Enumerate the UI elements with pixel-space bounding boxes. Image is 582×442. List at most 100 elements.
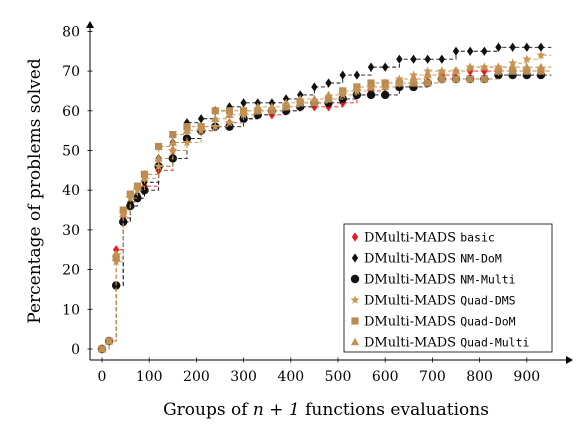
legend-label-code: Quad-DMS <box>460 294 515 308</box>
legend-label-code: Quad-DoM <box>460 315 515 329</box>
data-point-Quad-Multi <box>352 82 362 91</box>
data-point-Quad-Multi <box>381 82 390 91</box>
data-point-Quad-DMS <box>423 66 433 75</box>
data-point-Quad-Multi <box>324 90 333 99</box>
data-point-Quad-Multi <box>111 249 121 257</box>
data-point-Quad-DoM <box>268 107 276 115</box>
data-point-Quad-Multi <box>267 102 277 111</box>
x-tick-label: 400 <box>277 369 304 385</box>
data-point-Quad-DoM <box>452 75 460 83</box>
data-point-Quad-Multi <box>451 66 461 75</box>
data-point-Quad-DMS <box>210 121 220 131</box>
y-tick-label: 30 <box>62 223 80 239</box>
legend-item-Quad-Multi: DMulti-MADS Quad-Multi <box>350 336 530 351</box>
data-point-Quad-Multi <box>494 62 503 71</box>
data-point-NM-Multi <box>381 90 390 100</box>
data-point-Quad-Multi <box>409 74 418 83</box>
data-point-Quad-DoM <box>155 142 163 151</box>
data-point-Quad-Multi <box>253 102 262 111</box>
data-point-NM-DoM <box>382 62 389 72</box>
data-point-Quad-Multi <box>395 78 404 87</box>
data-point-NM-DoM <box>481 46 488 56</box>
data-point-NM-DoM <box>396 54 403 64</box>
data-point-Quad-Multi <box>508 62 517 71</box>
x-tick-label: 200 <box>183 369 210 385</box>
data-point-NM-DoM <box>452 46 460 56</box>
y-tick-label: 20 <box>62 263 80 279</box>
data-point-Quad-Multi <box>97 344 107 353</box>
legend-label: DMulti-MADS basic <box>364 231 495 246</box>
data-point-Quad-DMS <box>536 50 546 60</box>
data-point-NM-DoM <box>509 42 516 52</box>
data-point-Quad-DoM <box>480 75 488 83</box>
data-point-Quad-Multi <box>239 106 248 114</box>
data-point-Quad-DoM <box>409 79 418 87</box>
data-point-NM-Multi <box>119 217 128 227</box>
x-axis-arrow <box>566 356 573 364</box>
y-tick-label: 60 <box>62 104 80 120</box>
data-point-Quad-Multi <box>437 66 447 75</box>
data-point-Quad-Multi <box>423 70 432 79</box>
y-tick-label: 40 <box>62 183 80 199</box>
data-point-Quad-DoM <box>466 75 474 83</box>
data-point-NM-Multi <box>111 281 121 290</box>
y-tick-label: 80 <box>62 24 80 40</box>
legend-label: DMulti-MADS NM-Multi <box>364 273 516 288</box>
data-point-Quad-Multi <box>211 114 220 122</box>
legend-label-code: basic <box>460 231 495 245</box>
legend-marker-Quad-Multi <box>350 337 360 346</box>
y-axis-label: Percentage of problems solved <box>25 58 45 324</box>
data-point-Quad-DMS <box>522 54 532 64</box>
data-point-Quad-Multi <box>338 86 347 95</box>
legend-item-NM-DoM: DMulti-MADS NM-DoM <box>351 252 502 267</box>
data-point-NM-DoM <box>226 102 233 112</box>
data-point-Quad-Multi <box>522 62 531 71</box>
legend-marker-Quad-DMS <box>350 295 360 304</box>
data-point-Quad-DoM <box>310 99 318 107</box>
x-tick-label: 900 <box>513 369 540 385</box>
legend-label-code: NM-DoM <box>460 252 502 266</box>
y-tick-label: 0 <box>71 342 80 358</box>
data-point-Quad-Multi <box>281 98 291 107</box>
data-point-Quad-DoM <box>424 79 432 87</box>
x-tick-label: 800 <box>466 369 493 385</box>
data-point-Quad-Multi <box>140 174 149 182</box>
data-point-Quad-Multi <box>480 62 489 71</box>
legend-label-prefix: DMulti-MADS <box>364 231 460 246</box>
x-tick-label: 500 <box>325 369 352 385</box>
data-point-Quad-DMS <box>154 161 164 171</box>
data-point-Quad-Multi <box>119 209 128 218</box>
data-point-NM-Multi <box>366 90 376 100</box>
data-point-Quad-DoM <box>211 107 219 115</box>
data-point-NM-DoM <box>353 70 361 80</box>
data-point-Quad-DMS <box>408 70 419 79</box>
x-tick-label: 100 <box>136 369 163 385</box>
data-point-Quad-Multi <box>310 94 319 103</box>
ticks: 0 100 200 300 400 500 600 700 800 900 0 10 20 30 40 50 6… <box>62 24 540 385</box>
x-axis-label-suffix: functions evaluations <box>300 400 489 420</box>
legend-label: DMulti-MADS NM-DoM <box>364 252 502 267</box>
data-point-Quad-DoM <box>169 131 177 139</box>
legend-marker-NM-DoM <box>351 253 359 263</box>
data-point-NM-DoM <box>197 114 205 124</box>
data-point-NM-DoM <box>495 42 502 52</box>
data-point-Quad-Multi <box>465 62 475 71</box>
data-point-Quad-DoM <box>537 67 545 75</box>
data-point-Quad-DoM <box>494 67 503 75</box>
data-point-Quad-Multi <box>133 182 142 190</box>
data-point-Quad-Multi <box>366 82 376 91</box>
data-point-NM-DoM <box>240 98 247 108</box>
legend-label-prefix: DMulti-MADS <box>364 252 460 267</box>
data-point-Quad-DMS <box>224 117 235 127</box>
y-tick-label: 50 <box>62 144 80 160</box>
legend-marker-basic <box>351 232 359 242</box>
data-point-NM-DoM <box>438 54 446 64</box>
x-tick-label: 0 <box>98 369 107 385</box>
legend-box <box>343 223 553 353</box>
data-point-Quad-Multi <box>168 138 177 146</box>
data-point-Quad-DoM <box>523 67 531 75</box>
series-Quad-Multi <box>97 62 552 353</box>
data-point-Quad-Multi <box>126 189 135 198</box>
